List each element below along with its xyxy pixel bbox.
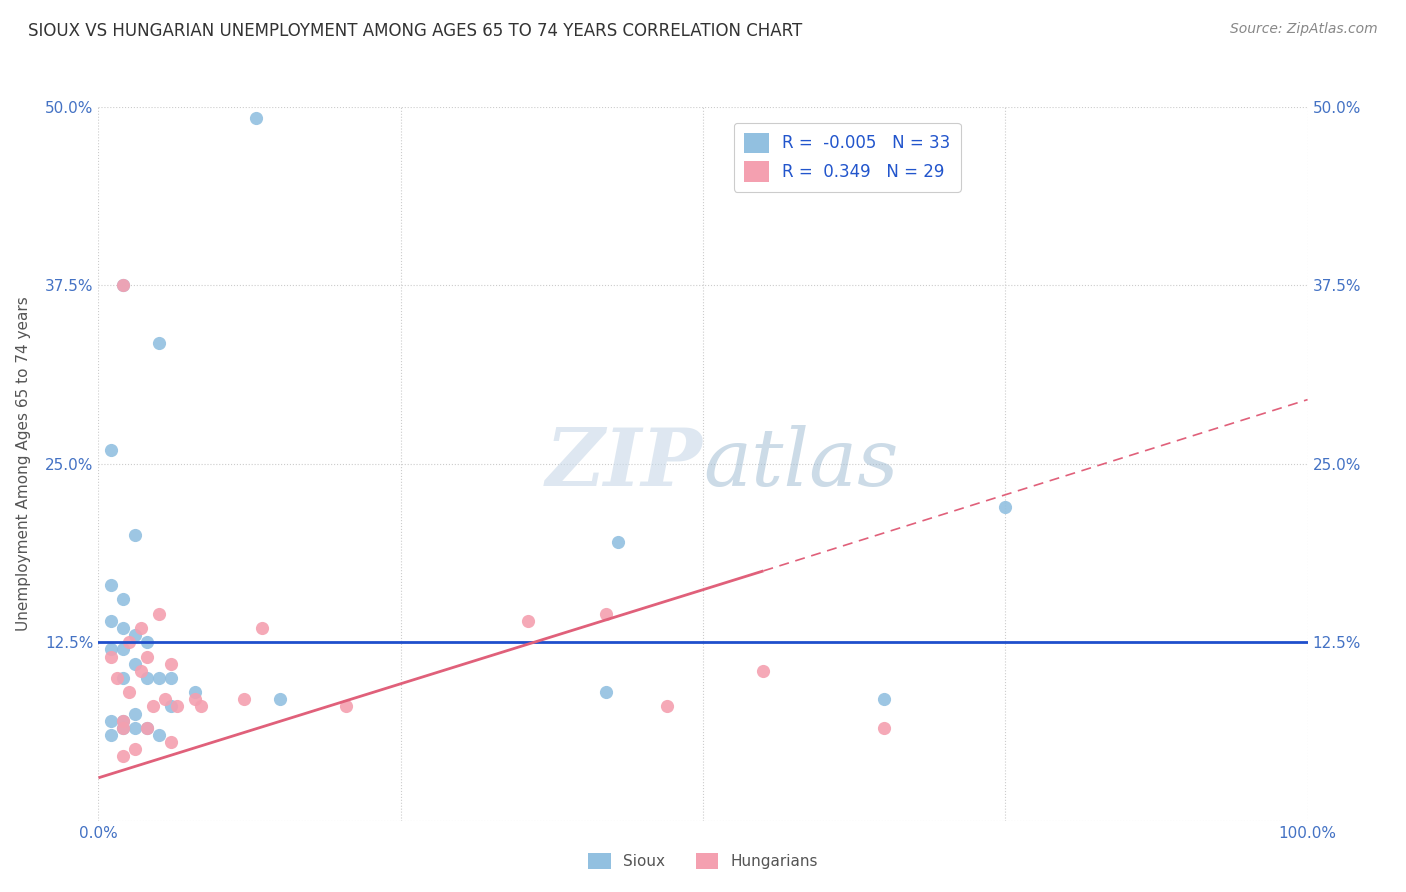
Point xyxy=(160,735,183,749)
Text: ZIP: ZIP xyxy=(546,425,703,502)
Point xyxy=(873,721,896,735)
Point xyxy=(245,112,267,126)
Point xyxy=(135,649,157,664)
Point xyxy=(595,607,617,621)
Point xyxy=(153,692,176,706)
Point xyxy=(100,728,122,742)
Legend: Sioux, Hungarians: Sioux, Hungarians xyxy=(582,847,824,875)
Point xyxy=(100,578,122,592)
Point xyxy=(142,699,165,714)
Point xyxy=(135,721,157,735)
Point xyxy=(124,528,146,542)
Point xyxy=(111,749,134,764)
Point xyxy=(111,278,134,293)
Point xyxy=(148,728,170,742)
Point xyxy=(100,614,122,628)
Point xyxy=(118,635,141,649)
Point xyxy=(124,628,146,642)
Point xyxy=(269,692,291,706)
Point xyxy=(184,692,207,706)
Point xyxy=(111,642,134,657)
Point xyxy=(335,699,357,714)
Point xyxy=(873,692,896,706)
Point xyxy=(124,657,146,671)
Point xyxy=(100,442,122,457)
Text: atlas: atlas xyxy=(703,425,898,502)
Point xyxy=(190,699,212,714)
Y-axis label: Unemployment Among Ages 65 to 74 years: Unemployment Among Ages 65 to 74 years xyxy=(17,296,31,632)
Point xyxy=(111,592,134,607)
Point xyxy=(166,699,188,714)
Point xyxy=(111,621,134,635)
Point xyxy=(135,671,157,685)
Point xyxy=(135,635,157,649)
Point xyxy=(655,699,678,714)
Point xyxy=(752,664,775,678)
Point xyxy=(148,671,170,685)
Point xyxy=(129,621,152,635)
Point xyxy=(111,714,134,728)
Point xyxy=(111,714,134,728)
Point xyxy=(100,642,122,657)
Point xyxy=(124,742,146,756)
Point xyxy=(124,706,146,721)
Point xyxy=(129,664,152,678)
Point xyxy=(607,535,630,549)
Point xyxy=(516,614,538,628)
Point xyxy=(184,685,207,699)
Point xyxy=(994,500,1017,514)
Point xyxy=(148,607,170,621)
Point xyxy=(250,621,273,635)
Text: SIOUX VS HUNGARIAN UNEMPLOYMENT AMONG AGES 65 TO 74 YEARS CORRELATION CHART: SIOUX VS HUNGARIAN UNEMPLOYMENT AMONG AG… xyxy=(28,22,803,40)
Point xyxy=(232,692,254,706)
Point xyxy=(111,278,134,293)
Point xyxy=(160,699,183,714)
Point xyxy=(595,685,617,699)
Point xyxy=(118,685,141,699)
Text: Source: ZipAtlas.com: Source: ZipAtlas.com xyxy=(1230,22,1378,37)
Point xyxy=(111,671,134,685)
Legend: R =  -0.005   N = 33, R =  0.349   N = 29: R = -0.005 N = 33, R = 0.349 N = 29 xyxy=(734,122,960,192)
Point xyxy=(148,335,170,350)
Point xyxy=(111,721,134,735)
Point xyxy=(100,714,122,728)
Point xyxy=(160,657,183,671)
Point xyxy=(100,649,122,664)
Point xyxy=(111,721,134,735)
Point xyxy=(105,671,128,685)
Point xyxy=(160,671,183,685)
Point xyxy=(135,721,157,735)
Point xyxy=(124,721,146,735)
